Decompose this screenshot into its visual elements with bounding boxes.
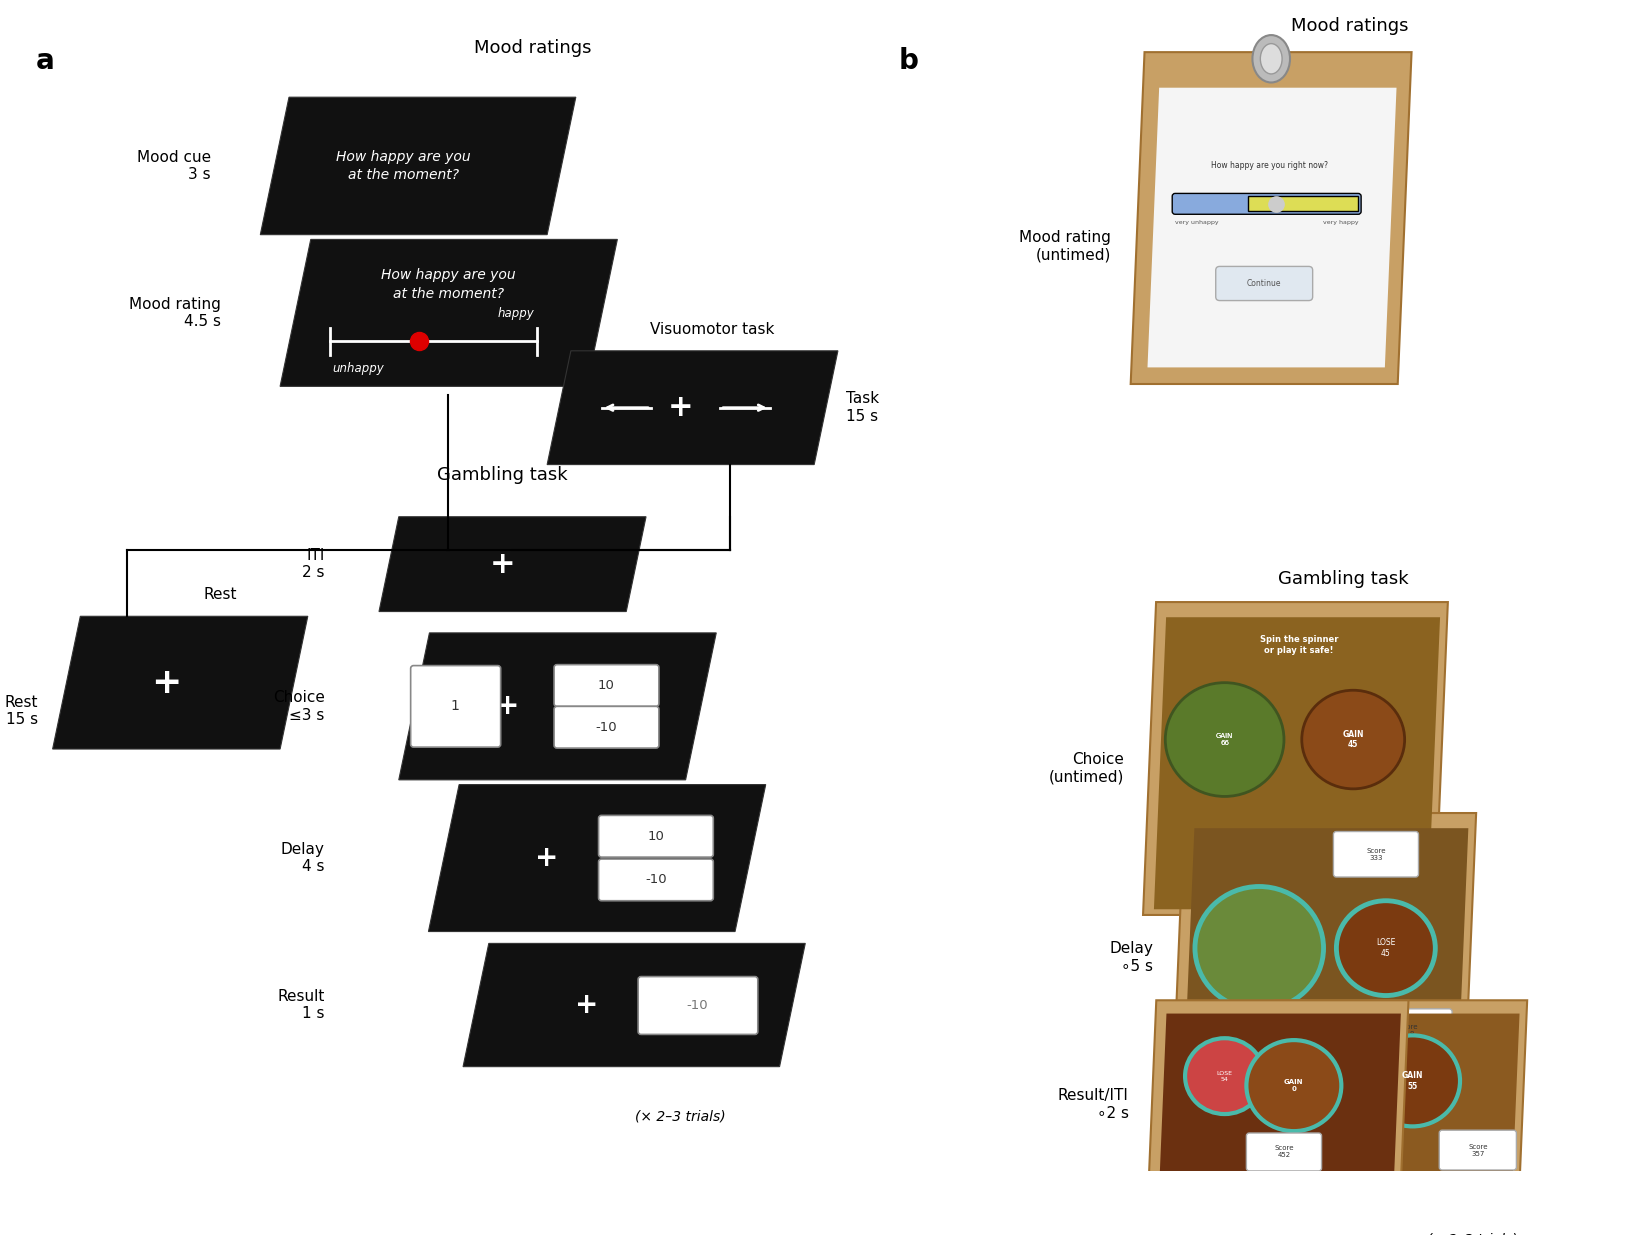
Text: GAIN
0: GAIN 0 <box>1285 1079 1303 1092</box>
Circle shape <box>1194 887 1324 1010</box>
FancyBboxPatch shape <box>1439 1130 1516 1170</box>
Text: +: + <box>151 666 181 700</box>
FancyBboxPatch shape <box>598 815 713 857</box>
Text: GAIN
45: GAIN 45 <box>1342 730 1364 750</box>
Polygon shape <box>1267 1000 1528 1199</box>
Circle shape <box>1301 690 1405 789</box>
Polygon shape <box>1158 1014 1401 1195</box>
Text: Delay
4 s: Delay 4 s <box>281 842 325 874</box>
Polygon shape <box>1148 1000 1408 1199</box>
Text: LOSE
45: LOSE 45 <box>1377 939 1395 958</box>
Polygon shape <box>399 632 716 779</box>
Text: Rest
15 s: Rest 15 s <box>5 695 38 727</box>
Polygon shape <box>1147 88 1397 367</box>
Polygon shape <box>380 516 646 611</box>
FancyBboxPatch shape <box>1247 1132 1321 1171</box>
Ellipse shape <box>1260 43 1282 74</box>
Circle shape <box>1247 1040 1341 1131</box>
Text: Choice
(untimed): Choice (untimed) <box>1048 752 1124 784</box>
Polygon shape <box>1278 1014 1520 1195</box>
FancyBboxPatch shape <box>1216 267 1313 300</box>
Polygon shape <box>1173 813 1475 1093</box>
Circle shape <box>1365 1035 1461 1126</box>
Text: very happy: very happy <box>1323 220 1359 225</box>
Text: (× 2–3 trials): (× 2–3 trials) <box>1426 1233 1516 1235</box>
Text: +: + <box>490 550 516 579</box>
Text: -10: -10 <box>687 999 708 1011</box>
FancyBboxPatch shape <box>1171 194 1360 215</box>
Text: b: b <box>899 47 918 75</box>
Text: Mood ratings: Mood ratings <box>1291 17 1410 35</box>
Text: How happy are you
at the moment?: How happy are you at the moment? <box>381 268 516 300</box>
Polygon shape <box>1144 603 1447 915</box>
Text: Score
452: Score 452 <box>1275 1146 1293 1158</box>
Ellipse shape <box>1252 35 1290 83</box>
Text: Mood rating
4.5 s: Mood rating 4.5 s <box>128 296 220 329</box>
Text: ITI
2 s: ITI 2 s <box>302 548 325 580</box>
Text: (× 2–3 trials): (× 2–3 trials) <box>636 1109 726 1124</box>
Text: GAIN
66: GAIN 66 <box>1216 734 1234 746</box>
Text: Result/ITI
∘2 s: Result/ITI ∘2 s <box>1058 1088 1129 1121</box>
Text: Choice
≤3 s: Choice ≤3 s <box>273 690 325 722</box>
Polygon shape <box>463 944 805 1067</box>
FancyBboxPatch shape <box>1334 831 1418 877</box>
Text: Score
333: Score 333 <box>1367 847 1385 861</box>
Text: Visuomotor task: Visuomotor task <box>651 321 774 337</box>
Text: 10: 10 <box>598 679 614 692</box>
FancyBboxPatch shape <box>637 977 757 1035</box>
Text: unhappy: unhappy <box>332 362 384 375</box>
Text: +: + <box>575 990 598 1019</box>
Polygon shape <box>1130 52 1411 384</box>
Text: a: a <box>36 47 54 75</box>
Polygon shape <box>1183 829 1469 1087</box>
Text: Score
418: Score 418 <box>1398 1024 1418 1037</box>
Circle shape <box>1165 683 1283 797</box>
Text: -10: -10 <box>596 721 618 734</box>
Text: Delay
∘5 s: Delay ∘5 s <box>1109 941 1153 974</box>
FancyBboxPatch shape <box>554 664 659 706</box>
FancyBboxPatch shape <box>554 706 659 748</box>
Text: How happy are you
at the moment?: How happy are you at the moment? <box>337 149 472 182</box>
Text: +: + <box>496 693 519 720</box>
Text: GAIN
55: GAIN 55 <box>1401 1071 1423 1091</box>
Text: very unhappy: very unhappy <box>1175 220 1219 225</box>
Text: +: + <box>536 844 559 872</box>
Text: Mood rating
(untimed): Mood rating (untimed) <box>1019 230 1111 263</box>
Text: How happy are you right now?: How happy are you right now? <box>1211 162 1328 170</box>
Circle shape <box>1185 1039 1263 1114</box>
Text: happy: happy <box>498 308 534 320</box>
Text: Task
15 s: Task 15 s <box>846 391 879 424</box>
Text: 10: 10 <box>647 830 664 842</box>
Text: Spin the spinner
or play it safe!: Spin the spinner or play it safe! <box>1260 635 1337 655</box>
Polygon shape <box>260 98 575 235</box>
Polygon shape <box>53 616 307 750</box>
FancyBboxPatch shape <box>411 666 501 747</box>
Text: Score
357: Score 357 <box>1469 1144 1487 1157</box>
Polygon shape <box>1153 618 1439 909</box>
Circle shape <box>1336 900 1436 995</box>
Text: -10: -10 <box>646 873 667 887</box>
Text: Mood ratings: Mood ratings <box>473 38 591 57</box>
Text: Mood cue
3 s: Mood cue 3 s <box>136 149 210 182</box>
Text: GAIN
66: GAIN 66 <box>1216 734 1234 746</box>
Text: Result
1 s: Result 1 s <box>278 989 325 1021</box>
Text: LOSE
54: LOSE 54 <box>1216 1071 1232 1082</box>
Text: Continue: Continue <box>1247 279 1282 288</box>
Polygon shape <box>547 351 838 464</box>
Text: +: + <box>667 393 693 422</box>
FancyBboxPatch shape <box>1249 196 1359 211</box>
Text: Gambling task: Gambling task <box>1278 569 1408 588</box>
Text: 1: 1 <box>450 699 460 714</box>
FancyBboxPatch shape <box>598 860 713 900</box>
Text: Gambling task: Gambling task <box>437 466 568 484</box>
Text: Rest: Rest <box>204 587 237 603</box>
Polygon shape <box>429 784 766 931</box>
Polygon shape <box>279 240 618 387</box>
FancyBboxPatch shape <box>1365 1009 1452 1052</box>
